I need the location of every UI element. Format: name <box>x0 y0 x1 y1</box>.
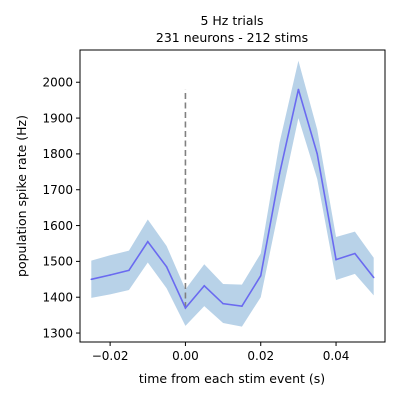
y-tick-label: 1500 <box>42 255 73 269</box>
chart-title-line-2: 231 neurons - 212 stims <box>156 30 308 45</box>
plot-area <box>90 60 375 327</box>
y-axis-label: population spike rate (Hz) <box>14 115 29 277</box>
data-point <box>203 284 206 287</box>
confidence-band-0 <box>91 60 374 327</box>
y-tick-label: 1600 <box>42 219 73 233</box>
y-tick-label: 2000 <box>42 76 73 90</box>
data-point <box>184 307 187 309</box>
data-point <box>90 278 93 281</box>
data-point <box>335 258 337 261</box>
y-tick-label: 1300 <box>42 326 73 340</box>
chart-title-line-1: 5 Hz trials <box>200 13 263 28</box>
data-point <box>241 305 243 307</box>
series-line-0 <box>91 89 375 310</box>
data-point <box>297 88 300 91</box>
data-point <box>222 302 224 305</box>
data-point <box>316 153 319 155</box>
data-point <box>278 172 281 175</box>
data-point <box>165 265 168 268</box>
y-tick-label: 1700 <box>42 183 73 197</box>
y-tick-label: 1800 <box>42 147 73 161</box>
x-tick-label: 0.02 <box>247 349 274 363</box>
y-axis: 1300 1400 1500 1600 1700 1800 1900 2000 <box>42 76 80 340</box>
data-point <box>259 274 262 277</box>
y-tick-label: 1900 <box>42 111 73 125</box>
x-tick-label: 0.04 <box>323 349 350 363</box>
y-tick-label: 1400 <box>42 291 73 305</box>
data-point <box>128 269 130 272</box>
data-point <box>146 240 149 243</box>
data-point <box>372 276 375 279</box>
x-axis-label: time from each stim event (s) <box>139 371 325 386</box>
data-point <box>354 252 356 255</box>
data-point <box>109 274 111 276</box>
axes-frame <box>79 49 386 343</box>
x-tick-label: 0.00 <box>172 349 199 363</box>
x-tick-label: −0.02 <box>92 349 129 363</box>
x-axis: −0.02 0.00 0.02 0.04 <box>92 342 350 363</box>
